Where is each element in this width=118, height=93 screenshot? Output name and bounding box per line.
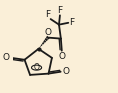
Text: F: F bbox=[57, 6, 63, 15]
Text: O: O bbox=[34, 63, 40, 72]
Text: O: O bbox=[62, 67, 69, 76]
Text: F: F bbox=[45, 10, 50, 19]
Text: O: O bbox=[44, 28, 51, 37]
Text: O: O bbox=[58, 52, 65, 61]
Text: O: O bbox=[3, 53, 10, 62]
Text: F: F bbox=[69, 18, 74, 27]
